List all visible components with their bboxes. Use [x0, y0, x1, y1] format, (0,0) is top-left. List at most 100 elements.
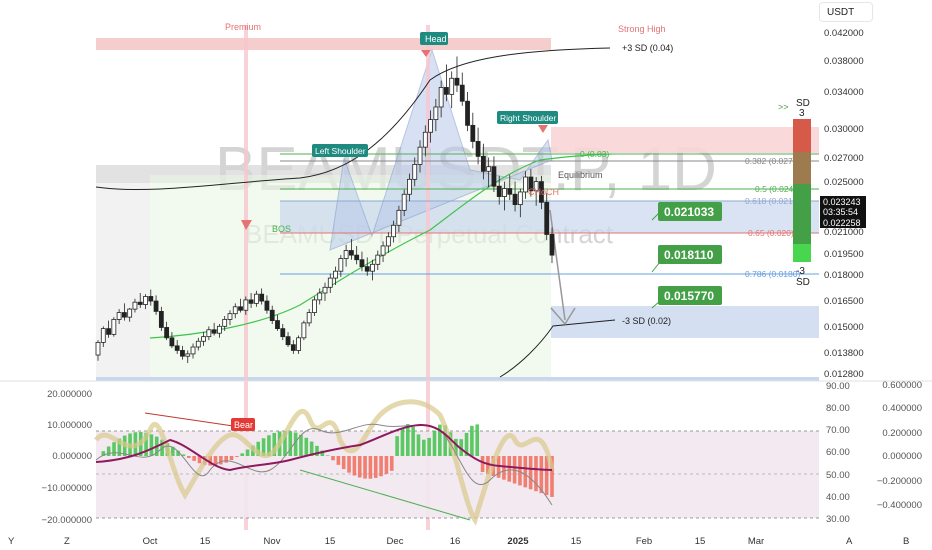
candle — [380, 241, 386, 263]
osc-gray-line — [95, 423, 553, 506]
osc-bar — [470, 425, 474, 456]
candle — [195, 337, 201, 351]
candle — [206, 326, 212, 341]
time-axis[interactable]: Oct 15 Nov 15 Dec 16 2025 15 Feb 15 Mar Y Z A B — [8, 536, 909, 547]
candle — [517, 188, 523, 218]
osc-bar — [539, 456, 544, 494]
sd-meter-chevrons: >> — [778, 102, 789, 112]
projection-arrowhead — [550, 307, 576, 326]
sd-meter: >> SD 3 -3 SD — [778, 98, 811, 288]
candle — [306, 309, 312, 327]
candle — [475, 127, 481, 165]
candle — [275, 314, 280, 331]
price-tag-countdown: 03:35:54 — [823, 207, 858, 217]
candle — [238, 298, 243, 313]
osc-bar — [368, 456, 373, 479]
candle — [153, 295, 159, 315]
candle — [106, 320, 111, 338]
candle — [111, 317, 117, 337]
osc-bar — [320, 450, 325, 456]
sd-meter-bottom: -3 — [796, 266, 805, 277]
candle — [264, 295, 270, 314]
left-shoulder-label: Left Shoulder — [315, 146, 366, 156]
osc-bar — [336, 456, 341, 465]
price-tick-label: 0.034000 — [824, 87, 864, 98]
candle — [280, 324, 286, 341]
candle — [259, 288, 265, 305]
fib-level-label: 0.786 (0.0180) — [745, 269, 800, 279]
osc-bar — [384, 456, 389, 474]
candle — [470, 112, 476, 149]
hs-pattern — [329, 48, 553, 251]
candle — [459, 72, 465, 106]
osc-axis-right: 0.600000 0.400000 0.200000 0.000000 −0.20000… — [877, 380, 922, 511]
candle — [322, 282, 328, 302]
candle — [185, 350, 191, 364]
osc-bar — [149, 434, 154, 456]
osc-bar — [106, 446, 111, 456]
price-axis[interactable]: 0.042000 0.038000 0.034000 0.030000 0.027000… — [824, 28, 864, 380]
sd-lower-curve — [499, 319, 616, 378]
candle — [169, 332, 175, 349]
osc-bar — [304, 437, 309, 456]
target-tag-2: 0.018110 — [651, 245, 722, 273]
fib-level-label: 0.382 (0.027) — [745, 156, 796, 166]
currency-button[interactable]: USDT — [819, 2, 873, 22]
candle — [227, 310, 233, 326]
candle — [412, 157, 418, 187]
osc-right-tick: −0.200000 — [877, 476, 922, 487]
candle — [364, 257, 370, 276]
osc-right-tick: 0.600000 — [882, 380, 922, 391]
osc-bar — [197, 456, 202, 464]
time-corner-label: Y — [8, 536, 15, 547]
fib-level-label: 0.5 (0.024) — [755, 184, 796, 194]
osc-bar — [389, 456, 394, 471]
candle — [533, 177, 539, 206]
osc-bar — [283, 430, 287, 456]
osc-bar — [299, 434, 303, 456]
candle — [296, 335, 302, 354]
osc-bar — [379, 456, 383, 477]
osc-bar — [235, 456, 239, 457]
price-tick-label: 0.042000 — [824, 28, 864, 39]
label-sd-lower: -3 SD (0.02) — [622, 316, 671, 326]
head-label: Head — [425, 34, 447, 44]
candle — [190, 343, 196, 359]
candle — [343, 244, 349, 267]
osc-bar — [240, 453, 245, 456]
osc-left-tick: 10.000000 — [47, 420, 92, 431]
osc-divergence-line — [144, 412, 241, 428]
osc-bar — [293, 432, 298, 456]
time-tick-label: 2025 — [507, 536, 529, 547]
time-tick-label: Nov — [264, 536, 281, 547]
time-tick-label: 15 — [325, 536, 336, 547]
marker-band-1 — [244, 25, 248, 530]
label-strong-high: Strong High — [618, 24, 666, 34]
candles-layer — [95, 56, 555, 364]
fib-level-label: 0 (0.03) — [580, 149, 609, 159]
candle — [444, 64, 449, 102]
osc-bar — [523, 456, 528, 488]
osc-bar — [502, 456, 506, 480]
osc-bar — [405, 424, 410, 456]
osc-mid-tick: 60.00 — [826, 447, 850, 458]
candle — [449, 71, 455, 109]
candle — [127, 307, 133, 322]
candle — [502, 181, 507, 211]
candle — [137, 293, 143, 308]
candle — [507, 174, 513, 200]
osc-right-tick: 0.200000 — [882, 428, 922, 439]
candle — [174, 340, 180, 354]
projection-arrow — [549, 209, 566, 321]
bear-label: Bear — [234, 420, 253, 430]
head-tag: Head — [420, 32, 448, 57]
sd-meter-top: SD — [796, 98, 810, 109]
ma-green-curve — [149, 153, 613, 339]
osc-bar — [427, 437, 431, 456]
osc-bar — [229, 456, 234, 461]
osc-bar — [245, 449, 250, 456]
candle — [132, 298, 138, 313]
osc-bar — [315, 445, 319, 456]
osc-bar — [464, 432, 469, 456]
osc-bar — [544, 456, 549, 496]
